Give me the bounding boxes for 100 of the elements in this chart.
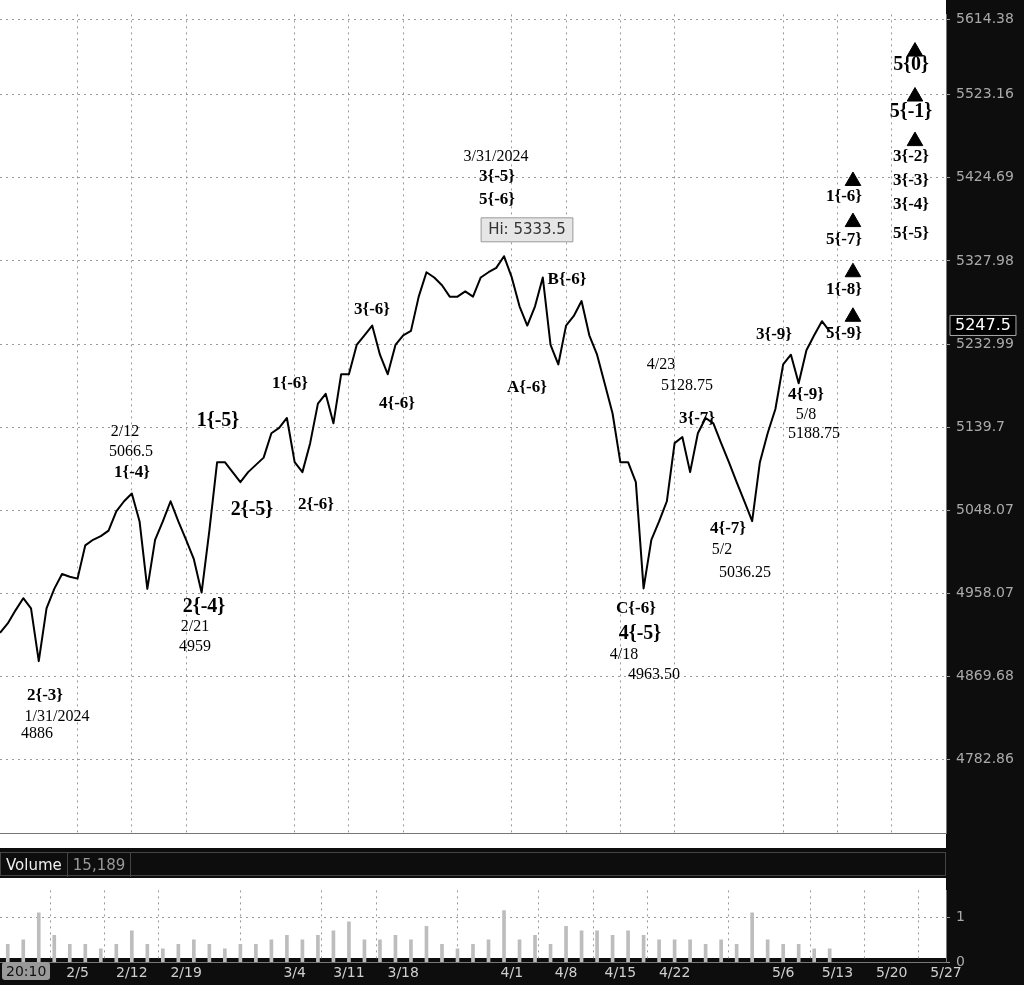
text: 20:10 bbox=[2, 962, 51, 980]
annotation: 5{-5} bbox=[892, 223, 930, 243]
bar bbox=[52, 934, 57, 963]
annotation: 5{-7} bbox=[825, 228, 863, 248]
annotation: 4{-6} bbox=[378, 393, 416, 413]
annotation: 1{-6} bbox=[271, 372, 309, 392]
bar bbox=[827, 948, 832, 963]
bar bbox=[533, 934, 537, 963]
bar bbox=[409, 939, 413, 963]
bar bbox=[98, 948, 103, 963]
y-tick-label: 4869.68 bbox=[956, 667, 1014, 684]
x-tick-label: 2/5 bbox=[66, 964, 89, 981]
bar bbox=[796, 943, 801, 963]
bar bbox=[145, 943, 150, 963]
y-tick-label: 5327.98 bbox=[956, 251, 1014, 268]
bar bbox=[626, 930, 630, 963]
y-tick-label: 5614.38 bbox=[956, 9, 1014, 26]
y-tick-label: 5523.16 bbox=[956, 85, 1014, 102]
annotation: 5{-9} bbox=[825, 322, 863, 342]
annotation: 3{-6} bbox=[353, 299, 391, 319]
text: 5247.5 bbox=[955, 314, 1011, 334]
x-tick-label: 4/8 bbox=[554, 964, 578, 981]
x-tick-label: 3/18 bbox=[387, 964, 419, 981]
annotation: 3{-3} bbox=[892, 169, 930, 189]
annotation: 3{-2} bbox=[892, 145, 930, 165]
annotation: 5{-1} bbox=[889, 99, 933, 122]
bar bbox=[223, 948, 227, 963]
annotation: 5128.75 bbox=[661, 375, 713, 393]
bar bbox=[83, 943, 88, 963]
annotation: 5{-6} bbox=[478, 189, 516, 209]
annotation: 5036.25 bbox=[719, 562, 771, 580]
y-tick-label: 4958.07 bbox=[956, 584, 1014, 601]
annotation: A{-6} bbox=[507, 376, 548, 396]
point bbox=[906, 87, 924, 102]
annotation: 2{-5} bbox=[230, 497, 274, 520]
x-tick-label: 2/12 bbox=[116, 964, 148, 981]
annotation: 3{-4} bbox=[892, 194, 930, 214]
point bbox=[844, 262, 862, 278]
annotation: 5/2 bbox=[711, 539, 733, 557]
annotation: 3{-5} bbox=[478, 166, 516, 186]
bar bbox=[5, 943, 10, 963]
annotation: B{-6} bbox=[547, 269, 587, 289]
annotation: 5/8 bbox=[795, 404, 817, 422]
bar bbox=[657, 939, 661, 963]
bar bbox=[595, 930, 599, 963]
point bbox=[844, 307, 862, 322]
point bbox=[844, 171, 862, 186]
annotation: 2{-4} bbox=[182, 593, 226, 616]
chart-title: Volume bbox=[5, 855, 63, 876]
y-tick-label: 1 bbox=[956, 907, 965, 924]
bar bbox=[440, 943, 444, 963]
y-tick-label: 5424.69 bbox=[956, 168, 1014, 185]
annotation: 1{-4} bbox=[113, 461, 151, 481]
annotation: 2/21 bbox=[180, 617, 210, 635]
x-tick-label: 4/1 bbox=[500, 964, 524, 981]
annotation: 4{-7} bbox=[709, 517, 747, 537]
text: 15,189 bbox=[66, 853, 132, 877]
point bbox=[844, 212, 862, 228]
annotation: 5188.75 bbox=[788, 423, 840, 441]
annotation: 5066.5 bbox=[109, 442, 153, 460]
bar bbox=[812, 948, 817, 963]
annotation: 4/23 bbox=[646, 355, 676, 373]
bar bbox=[161, 948, 165, 963]
x-tick-label: 4/15 bbox=[604, 964, 637, 981]
x-tick-label: 5/13 bbox=[821, 964, 854, 981]
annotation: 4{-9} bbox=[787, 384, 825, 404]
x-tick-label: 2/19 bbox=[170, 964, 202, 981]
annotation: 4{-5} bbox=[618, 620, 662, 643]
annotation: 1{-6} bbox=[825, 186, 863, 206]
y-tick-label: 5139.7 bbox=[956, 417, 1005, 434]
annotation: 3{-9} bbox=[755, 323, 793, 343]
bar bbox=[192, 939, 196, 963]
bar bbox=[21, 939, 26, 963]
y-tick-label: 4782.86 bbox=[956, 750, 1014, 767]
bar bbox=[114, 943, 119, 963]
x-tick-label: 3/4 bbox=[283, 964, 307, 981]
annotation: 1{-8} bbox=[825, 279, 863, 299]
bar bbox=[129, 930, 134, 963]
bar bbox=[564, 925, 568, 963]
bar bbox=[316, 934, 320, 963]
annotation: Hi: 5333.5 bbox=[488, 219, 566, 238]
bar bbox=[36, 912, 41, 963]
bar bbox=[471, 943, 475, 963]
y-tick-label: 5048.07 bbox=[956, 500, 1014, 517]
x-tick-label: 3/11 bbox=[333, 964, 365, 981]
bar bbox=[781, 943, 785, 963]
x-tick-label: 5/20 bbox=[875, 964, 908, 981]
annotation: C{-6} bbox=[616, 597, 657, 617]
bar bbox=[750, 912, 754, 963]
annotation: 4963.50 bbox=[628, 665, 680, 683]
bar bbox=[378, 939, 382, 963]
point bbox=[906, 131, 924, 147]
bar bbox=[67, 943, 72, 963]
y-tick-label: 5232.99 bbox=[956, 334, 1014, 351]
annotation: 4886 bbox=[21, 724, 53, 742]
bar bbox=[502, 910, 506, 963]
bar bbox=[285, 934, 289, 963]
x-tick-label: 4/22 bbox=[658, 964, 691, 981]
annotation: 5{0} bbox=[893, 51, 929, 74]
annotation: 3/31/2024 bbox=[463, 146, 529, 164]
